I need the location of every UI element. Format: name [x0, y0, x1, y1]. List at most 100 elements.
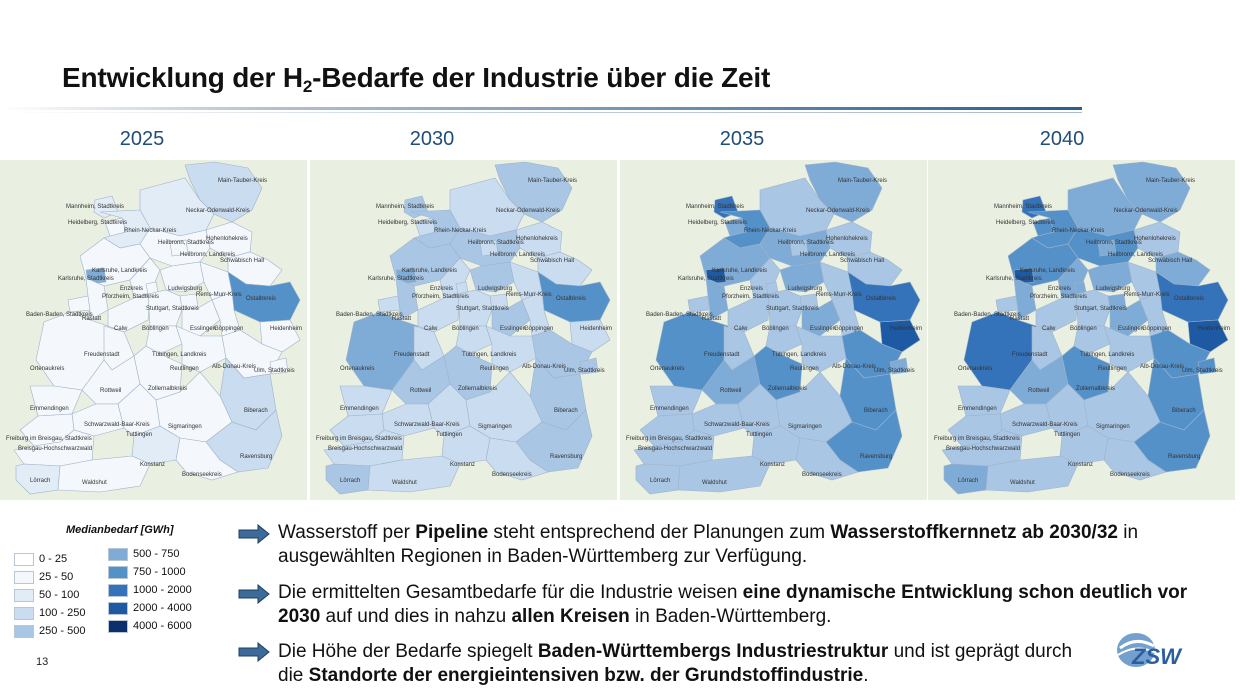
district-label: Reutlingen	[480, 366, 509, 372]
district-bodenseekreis	[795, 437, 859, 481]
district-label: Baden-Baden, Stadtkreis	[646, 312, 713, 318]
district-label: Freudenstadt	[1012, 352, 1048, 358]
district-label: Bodenseekreis	[492, 472, 532, 478]
zsw-logo: ZSW	[1117, 633, 1183, 669]
legend-swatch	[14, 570, 34, 584]
title-divider-thin	[0, 112, 1082, 113]
district-heilbronn-sk	[1097, 239, 1117, 257]
district-label: Ulm, Stadtkreis	[874, 368, 915, 374]
district-label: Rastatt	[392, 316, 411, 322]
district-label: Biberach	[864, 408, 888, 414]
district-label: Rems-Murr-Kreis	[816, 292, 862, 298]
district-ulm	[889, 357, 909, 375]
district-label: Neckar-Odenwald-Kreis	[186, 208, 250, 214]
district-heidenheim	[569, 319, 611, 353]
district-label: Enzkreis	[430, 286, 453, 292]
title-divider	[0, 107, 1082, 110]
district-label: Sigmaringen	[788, 424, 822, 430]
legend-item: 4000 - 6000	[108, 618, 192, 634]
district-label: Baden-Baden, Stadtkreis	[26, 312, 93, 318]
arrow-right-icon	[238, 584, 270, 604]
district-label: Lörrach	[30, 478, 50, 484]
legend-item: 50 - 100	[14, 587, 79, 603]
district-label: Heidelberg, Stadtkreis	[688, 220, 747, 226]
district-label: Waldshut	[392, 480, 417, 486]
year-label-2040: 2040	[1039, 128, 1085, 150]
district-label: Böblingen	[452, 326, 479, 332]
district-label: Neckar-Odenwald-Kreis	[1114, 208, 1178, 214]
page-number: 13	[36, 656, 49, 668]
district-label: Freudenstadt	[704, 352, 740, 358]
district-label: Heilbronn, Landkreis	[490, 252, 545, 258]
district-label: Ulm, Stadtkreis	[1182, 368, 1223, 374]
district-emmendingen	[29, 385, 83, 417]
district-label: Konstanz	[1068, 462, 1093, 468]
district-label: Schwäbisch Hall	[530, 258, 574, 264]
district-label: Konstanz	[760, 462, 785, 468]
district-emmendingen	[339, 385, 393, 417]
district-label: Karlsruhe, Stadtkreis	[368, 276, 424, 282]
district-label: Sigmaringen	[168, 424, 202, 430]
map-2025-svg: Main-Tauber-Kreis Mannheim, Stadtkreis Nec…	[0, 160, 307, 500]
legend-item: 0 - 25	[14, 551, 67, 567]
district-label: Heilbronn, Landkreis	[1108, 252, 1163, 258]
district-label: Heidenheim	[580, 326, 612, 332]
district-label: Pforzheim, Stadtkreis	[102, 294, 159, 300]
district-label: Rottweil	[100, 388, 121, 394]
district-label: Ulm, Stadtkreis	[564, 368, 605, 374]
district-label: Esslingen	[190, 326, 216, 332]
district-waldshut	[677, 455, 771, 493]
district-label: Pforzheim, Stadtkreis	[1030, 294, 1087, 300]
district-reutlingen	[485, 325, 537, 373]
district-tuebingen	[145, 325, 183, 355]
slide-title: Entwicklung der H2-Bedarfe der Industrie…	[62, 62, 1162, 97]
district-label: Neckar-Odenwald-Kreis	[806, 208, 870, 214]
title-rest: -Bedarfe der Industrie über die Zeit	[312, 62, 771, 93]
district-label: Heilbronn, Stadtkreis	[778, 240, 834, 246]
district-label: Freiburg im Breisgau, Stadtkreis	[934, 436, 1020, 442]
map-2035: Main-Tauber-Kreis Mannheim, Stadtkreis Nec…	[620, 160, 927, 500]
district-label: Alb-Donau-Kreis	[832, 364, 876, 370]
district-label: Tuttlingen	[1054, 432, 1080, 438]
district-label: Heidelberg, Stadtkreis	[996, 220, 1055, 226]
district-label: Ostalbkreis	[866, 296, 896, 302]
district-label: Calw	[114, 326, 128, 332]
district-heilbronn-sk	[479, 239, 499, 257]
district-label: Heilbronn, Landkreis	[800, 252, 855, 258]
district-label: Karlsruhe, Landkreis	[1020, 268, 1075, 274]
district-label: Stuttgart, Stadtkreis	[456, 306, 509, 312]
district-label: Reutlingen	[1098, 366, 1127, 372]
district-label: Reutlingen	[170, 366, 199, 372]
district-label: Rhein-Neckar-Kreis	[744, 228, 796, 234]
district-reutlingen	[175, 325, 227, 373]
district-label: Göppingen	[834, 326, 863, 332]
legend-label: 4000 - 6000	[133, 620, 192, 632]
year-label-2030: 2030	[409, 128, 455, 150]
legend-swatch	[108, 583, 128, 597]
district-label: Göppingen	[524, 326, 553, 332]
district-main-tauber	[804, 161, 883, 223]
legend-label: 0 - 25	[39, 553, 68, 565]
year-label-2035: 2035	[719, 128, 765, 150]
district-label: Böblingen	[762, 326, 789, 332]
district-label: Rhein-Neckar-Kreis	[1052, 228, 1104, 234]
district-label: Lörrach	[340, 478, 360, 484]
district-label: Freiburg im Breisgau, Stadtkreis	[6, 436, 92, 442]
district-ulm	[579, 357, 599, 375]
legend-swatch	[108, 619, 128, 633]
district-label: Göppingen	[1142, 326, 1171, 332]
district-heidenheim	[1187, 319, 1229, 353]
district-label: Calw	[734, 326, 748, 332]
district-label: Karlsruhe, Landkreis	[92, 268, 147, 274]
bullet-bold: Pipeline	[415, 522, 489, 543]
legend-item: 500 - 750	[108, 546, 179, 562]
district-label: Mannheim, Stadtkreis	[994, 204, 1052, 210]
district-label: Alb-Donau-Kreis	[522, 364, 566, 370]
district-label: Böblingen	[1070, 326, 1097, 332]
bullet-plain: und ist geprägt durch die	[278, 641, 1073, 686]
district-label: Neckar-Odenwald-Kreis	[496, 208, 560, 214]
district-label: Tuttlingen	[126, 432, 152, 438]
district-label: Zollernalbkreis	[458, 386, 497, 392]
district-heidenheim	[259, 319, 301, 353]
district-label: Ortenaukreis	[958, 366, 992, 372]
